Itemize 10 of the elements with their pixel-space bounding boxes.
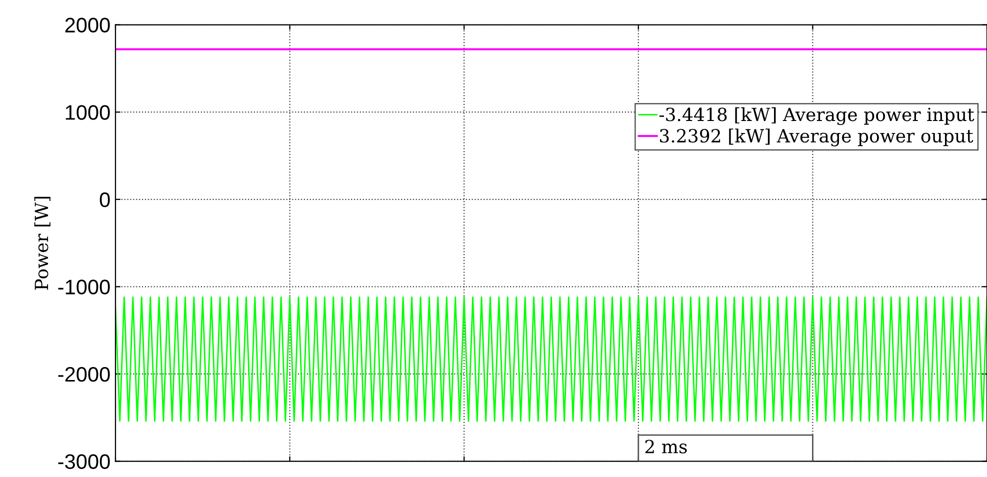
y-tick-label: -2000 <box>58 366 110 382</box>
y-tick-label: -3000 <box>58 454 110 470</box>
y-axis-title: Power [W] <box>34 196 50 290</box>
annotation: 2 ms <box>645 440 687 454</box>
y-tick-label: 1000 <box>66 105 110 120</box>
legend-label: 3.2392 [kW] Average power ouput <box>660 128 974 146</box>
y-tick-label: 0 <box>100 192 110 208</box>
y-tick-label: -1000 <box>58 280 110 294</box>
y-tick-label: 2000 <box>65 18 110 33</box>
legend-label: -3.4418 [kW] Average power input <box>659 107 974 126</box>
